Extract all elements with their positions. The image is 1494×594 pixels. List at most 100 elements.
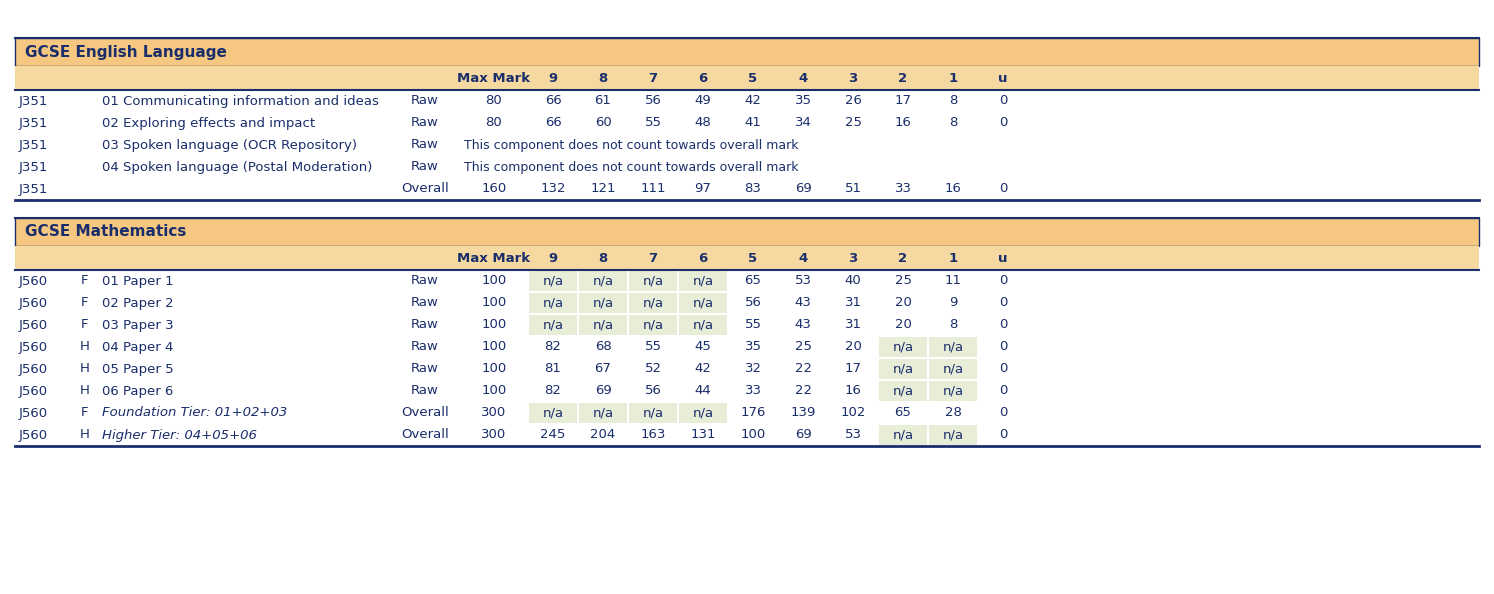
Text: 69: 69 (795, 428, 811, 441)
Bar (15, 336, 1479, 358)
Text: F: F (81, 274, 88, 287)
Text: n/a: n/a (943, 340, 964, 353)
Text: Overall: Overall (400, 428, 448, 441)
Text: n/a: n/a (692, 406, 714, 419)
Text: 20: 20 (844, 340, 862, 353)
Bar (678, 315, 728, 335)
Text: Raw: Raw (411, 274, 439, 287)
Text: n/a: n/a (943, 362, 964, 375)
Bar (629, 315, 677, 335)
Text: 176: 176 (741, 406, 766, 419)
Text: 61: 61 (595, 94, 611, 108)
Bar (15, 156, 1479, 178)
Bar (15, 358, 1479, 380)
Text: 245: 245 (541, 428, 566, 441)
Text: 7: 7 (648, 251, 657, 264)
Text: 20: 20 (895, 296, 911, 309)
Bar (15, 178, 1479, 200)
Text: 17: 17 (895, 94, 911, 108)
Text: 53: 53 (844, 428, 862, 441)
Text: 11: 11 (944, 274, 962, 287)
Text: Raw: Raw (411, 160, 439, 173)
Text: 0: 0 (999, 116, 1007, 129)
Bar (15, 402, 1479, 424)
Text: 8: 8 (599, 251, 608, 264)
Text: 163: 163 (641, 428, 666, 441)
Bar (15, 134, 1479, 156)
Text: 03 Spoken language (OCR Repository): 03 Spoken language (OCR Repository) (102, 138, 357, 151)
Text: n/a: n/a (642, 296, 663, 309)
Text: 43: 43 (795, 318, 811, 331)
Text: 8: 8 (949, 94, 958, 108)
Bar (15, 380, 1479, 402)
Bar (678, 271, 728, 291)
Text: J351: J351 (19, 182, 48, 195)
Text: 0: 0 (999, 362, 1007, 375)
Text: 01 Paper 1: 01 Paper 1 (102, 274, 173, 287)
Text: 4: 4 (798, 71, 808, 84)
Text: 100: 100 (481, 318, 506, 331)
Text: H: H (81, 362, 90, 375)
Text: J560: J560 (19, 274, 48, 287)
Bar (878, 337, 926, 357)
Text: 300: 300 (481, 428, 506, 441)
Text: 35: 35 (744, 340, 762, 353)
Text: 56: 56 (744, 296, 762, 309)
Text: 44: 44 (695, 384, 711, 397)
Bar (629, 293, 677, 313)
Text: 0: 0 (999, 296, 1007, 309)
Text: n/a: n/a (892, 340, 913, 353)
Text: 65: 65 (744, 274, 762, 287)
Text: 83: 83 (744, 182, 762, 195)
Text: F: F (81, 406, 88, 419)
Text: Raw: Raw (411, 94, 439, 108)
Text: 8: 8 (949, 318, 958, 331)
Text: 04 Paper 4: 04 Paper 4 (102, 340, 173, 353)
Text: 49: 49 (695, 94, 711, 108)
Text: GCSE English Language: GCSE English Language (25, 45, 227, 59)
Text: 2: 2 (898, 251, 907, 264)
Text: 48: 48 (695, 116, 711, 129)
Text: J560: J560 (19, 362, 48, 375)
Bar (678, 293, 728, 313)
Text: 300: 300 (481, 406, 506, 419)
Text: 65: 65 (895, 406, 911, 419)
Text: n/a: n/a (542, 406, 563, 419)
Bar (529, 315, 577, 335)
Text: 03 Paper 3: 03 Paper 3 (102, 318, 173, 331)
Text: 53: 53 (795, 274, 811, 287)
Bar (678, 403, 728, 423)
Text: n/a: n/a (892, 362, 913, 375)
Text: n/a: n/a (542, 274, 563, 287)
Text: Raw: Raw (411, 318, 439, 331)
Text: 2: 2 (898, 71, 907, 84)
Text: 41: 41 (744, 116, 762, 129)
Text: 3: 3 (849, 251, 858, 264)
Text: n/a: n/a (692, 274, 714, 287)
Text: 100: 100 (481, 274, 506, 287)
Text: J560: J560 (19, 428, 48, 441)
Text: 55: 55 (744, 318, 762, 331)
Text: 16: 16 (944, 182, 962, 195)
Text: 139: 139 (790, 406, 816, 419)
Text: 0: 0 (999, 406, 1007, 419)
Text: n/a: n/a (943, 384, 964, 397)
Text: H: H (81, 340, 90, 353)
Text: 8: 8 (599, 71, 608, 84)
Text: 100: 100 (741, 428, 765, 441)
Text: 80: 80 (486, 94, 502, 108)
Text: Higher Tier: 04+05+06: Higher Tier: 04+05+06 (102, 428, 257, 441)
Text: 66: 66 (545, 94, 562, 108)
Bar (529, 271, 577, 291)
Text: J351: J351 (19, 160, 48, 173)
Text: 4: 4 (798, 251, 808, 264)
Text: 25: 25 (795, 340, 811, 353)
Text: 33: 33 (895, 182, 911, 195)
Text: J351: J351 (19, 116, 48, 129)
Text: 1: 1 (949, 71, 958, 84)
Text: n/a: n/a (642, 318, 663, 331)
Text: Overall: Overall (400, 406, 448, 419)
Bar (15, 66, 1479, 90)
Text: 16: 16 (844, 384, 862, 397)
Text: 06 Paper 6: 06 Paper 6 (102, 384, 173, 397)
